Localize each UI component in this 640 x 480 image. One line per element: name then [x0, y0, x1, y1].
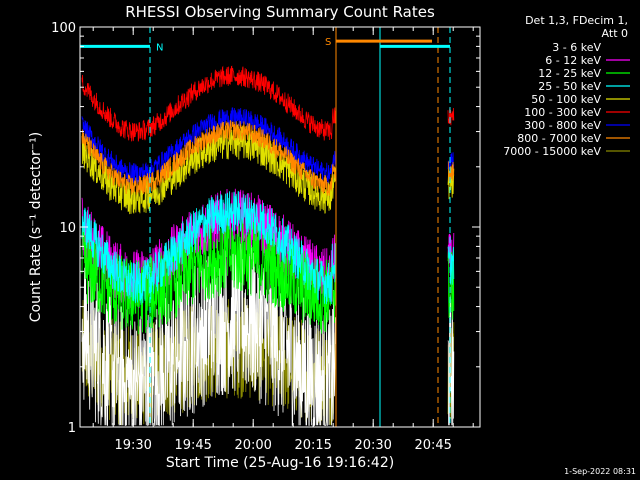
legend-entry-label: 25 - 50 keV: [538, 80, 601, 93]
legend-entry-label: 800 - 7000 keV: [517, 132, 601, 145]
legend-entry-label: 6 - 12 keV: [545, 54, 601, 67]
x-tick-label: 20:45: [414, 438, 451, 453]
legend-entry-label: 50 - 100 keV: [531, 93, 601, 106]
x-tick-label: 19:30: [114, 438, 151, 453]
chart-title: RHESSI Observing Summary Count Rates: [125, 3, 435, 21]
x-tick-label: 20:30: [354, 438, 391, 453]
legend-entry-label: 12 - 25 keV: [538, 67, 601, 80]
legend-header-line-1: Det 1,3, FDecim 1,: [525, 14, 628, 27]
series-line-800-7000-kev: [81, 120, 455, 196]
legend-entry-label: 7000 - 15000 keV: [503, 145, 601, 158]
legend-entry-label: 100 - 300 keV: [524, 106, 601, 119]
axis-layer: 1 10 100 19:30 19:45 20:00 20:15 20:30 20:45: [51, 21, 480, 453]
flag-label-n: N: [156, 42, 163, 53]
legend-entry-label: 300 - 800 keV: [524, 119, 601, 132]
x-axis-label: Start Time (25-Aug-16 19:16:42): [166, 455, 394, 471]
series-line-100-300-kev: [81, 65, 455, 142]
legend-entry-label: 3 - 6 keV: [552, 41, 601, 54]
x-tick-label: 20:15: [294, 438, 331, 453]
footer-date: 1-Sep-2022 08:31: [564, 467, 636, 476]
y-tick-label: 1: [68, 421, 76, 436]
data-layer: [81, 65, 455, 426]
series-line-25-50-kev: [81, 190, 455, 305]
y-axis-label: Count Rate (s⁻¹ detector⁻¹): [28, 132, 44, 322]
y-tick-label: 10: [59, 221, 76, 236]
y-tick-label: 100: [51, 21, 76, 36]
legend-header-line-2: Att 0: [602, 27, 628, 40]
flag-label-s: S: [325, 37, 331, 48]
x-tick-label: 20:00: [234, 438, 271, 453]
x-tick-label: 19:45: [174, 438, 211, 453]
